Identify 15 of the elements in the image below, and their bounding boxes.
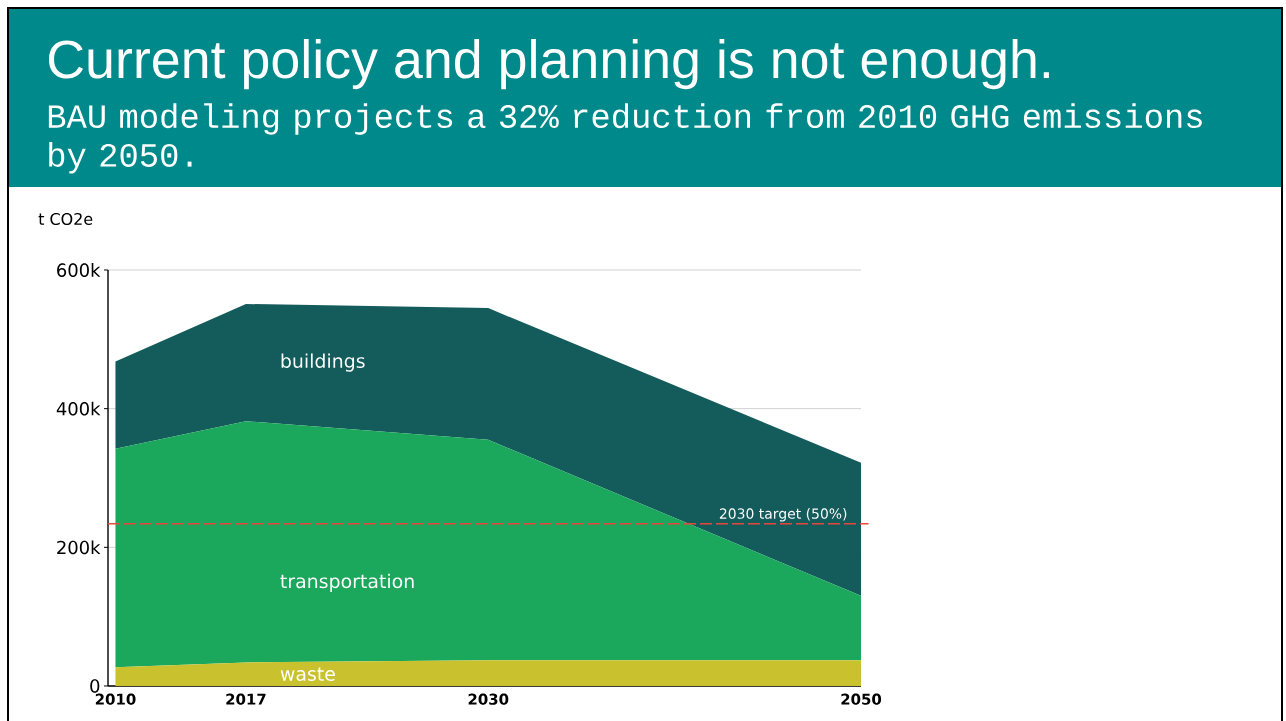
series-label: transportation [280,573,414,592]
series-label: waste [280,667,335,681]
x-tick-label: 2030 [468,693,509,705]
x-tick-label: 2010 [95,693,136,705]
ref-line-label: 2030 target (50%) [719,508,847,522]
y-tick-label: 200k [57,540,101,555]
series-label: buildings [281,353,365,372]
chart-title: Current policy and planning is not enough. [48,39,1049,90]
x-tick-label: 2050 [841,693,882,705]
y-tick-label: 400k [56,401,101,416]
y-tick-label: 0 [90,679,100,693]
y-axis-title: t CO2e [38,212,93,226]
y-tick-label: 600k [57,263,101,277]
x-tick-label: 2017 [226,693,266,705]
chart-subtitle: BAU modeling projects a 32% reduction from 2010 GHG emissions by 2050. [48,103,1202,174]
